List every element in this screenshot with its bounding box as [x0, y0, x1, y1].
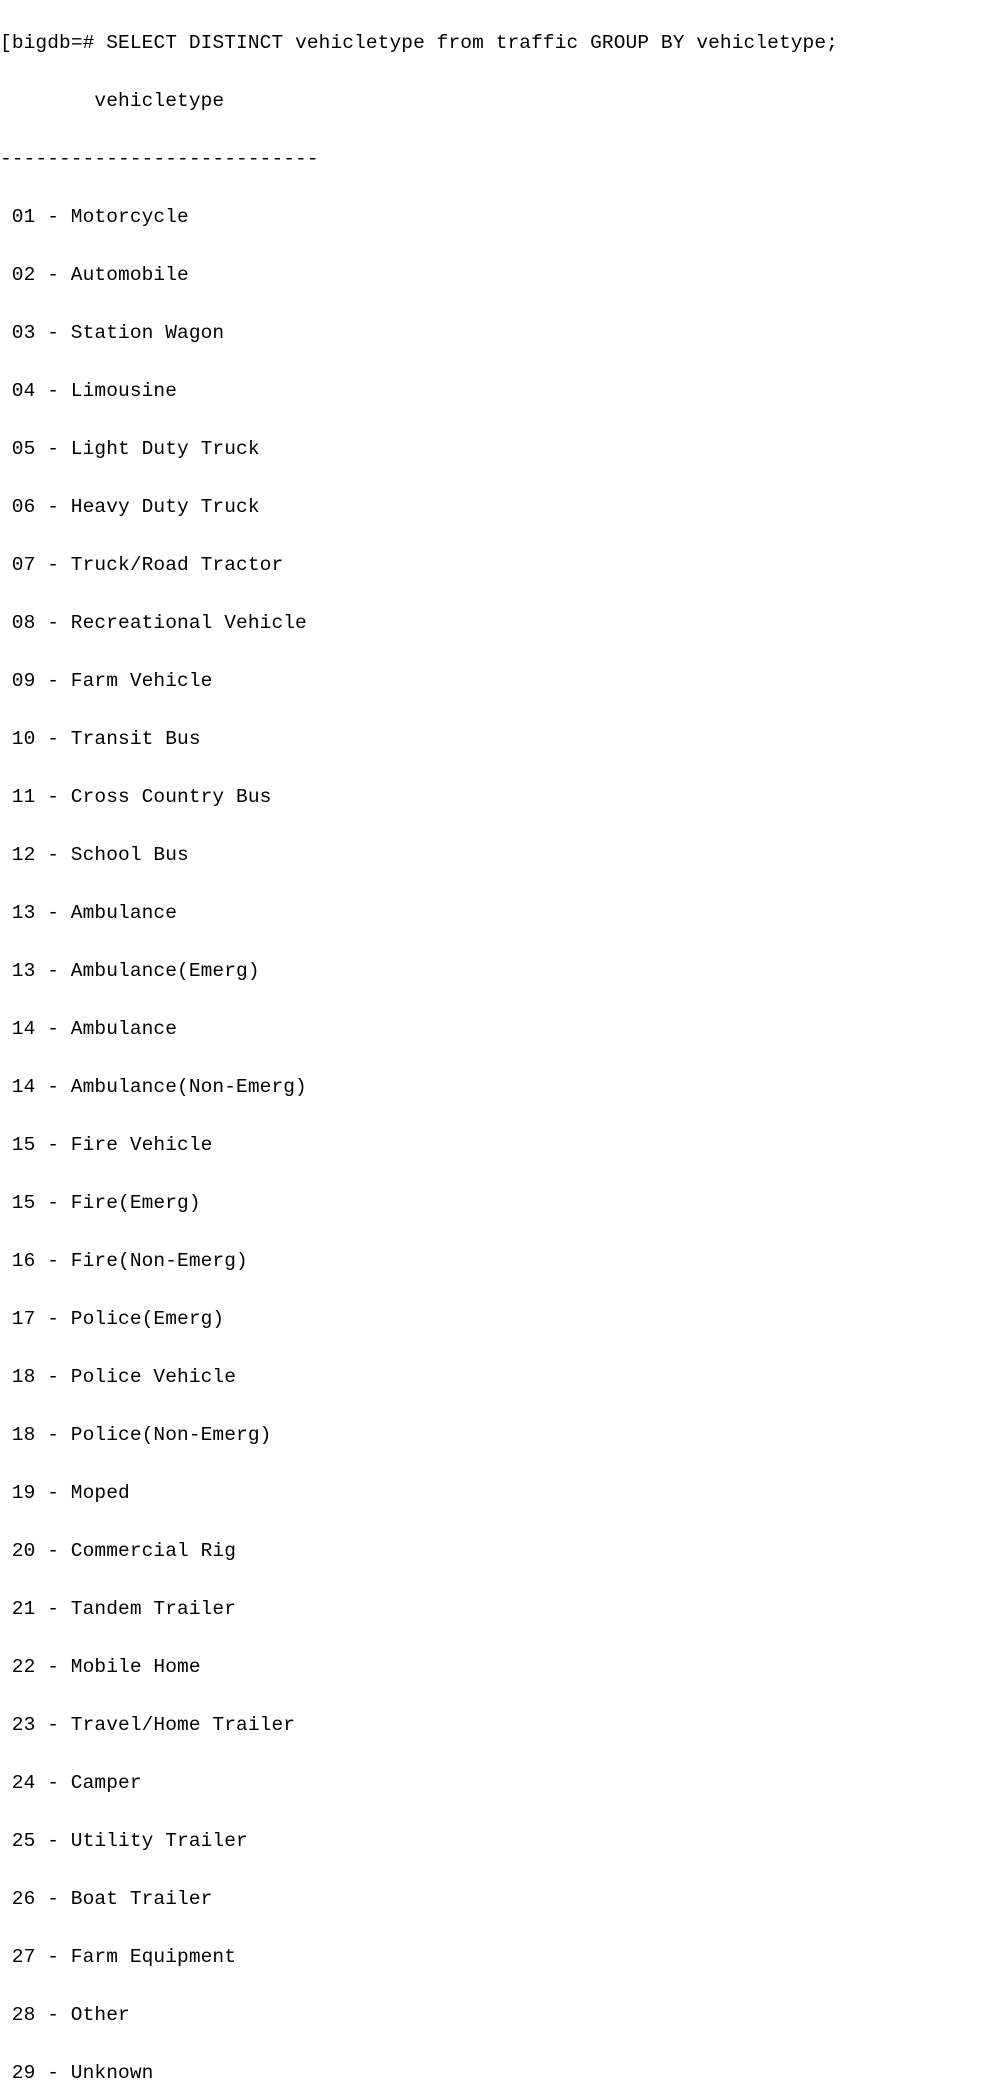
result-row: 02 - Automobile [0, 261, 992, 290]
result-row: 04 - Limousine [0, 377, 992, 406]
result-row: 25 - Utility Trailer [0, 1827, 992, 1856]
result-row: 13 - Ambulance [0, 899, 992, 928]
result-separator: --------------------------- [0, 145, 992, 174]
prompt-bracket: [ [0, 32, 12, 54]
result-row: 08 - Recreational Vehicle [0, 609, 992, 638]
result-row: 29 - Unknown [0, 2059, 992, 2088]
result-row: 05 - Light Duty Truck [0, 435, 992, 464]
result-row: 13 - Ambulance(Emerg) [0, 957, 992, 986]
result-row: 18 - Police Vehicle [0, 1363, 992, 1392]
result-row: 27 - Farm Equipment [0, 1943, 992, 1972]
result-row: 18 - Police(Non-Emerg) [0, 1421, 992, 1450]
result-row: 09 - Farm Vehicle [0, 667, 992, 696]
result-row: 24 - Camper [0, 1769, 992, 1798]
result-row: 01 - Motorcycle [0, 203, 992, 232]
result-row: 20 - Commercial Rig [0, 1537, 992, 1566]
prompt-line[interactable]: [bigdb=# SELECT DISTINCT vehicletype fro… [0, 29, 992, 58]
result-row: 17 - Police(Emerg) [0, 1305, 992, 1334]
result-column-header: vehicletype [0, 87, 992, 116]
result-row: 12 - School Bus [0, 841, 992, 870]
result-row: 11 - Cross Country Bus [0, 783, 992, 812]
result-row: 19 - Moped [0, 1479, 992, 1508]
result-row: 14 - Ambulance [0, 1015, 992, 1044]
result-row: 14 - Ambulance(Non-Emerg) [0, 1073, 992, 1102]
sql-query: SELECT DISTINCT vehicletype from traffic… [106, 32, 838, 54]
result-row: 16 - Fire(Non-Emerg) [0, 1247, 992, 1276]
result-row: 15 - Fire Vehicle [0, 1131, 992, 1160]
result-row: 22 - Mobile Home [0, 1653, 992, 1682]
prompt-text: bigdb=# [12, 32, 106, 54]
terminal-output: [bigdb=# SELECT DISTINCT vehicletype fro… [0, 0, 992, 2096]
result-row: 10 - Transit Bus [0, 725, 992, 754]
result-row: 21 - Tandem Trailer [0, 1595, 992, 1624]
result-row: 15 - Fire(Emerg) [0, 1189, 992, 1218]
result-row: 07 - Truck/Road Tractor [0, 551, 992, 580]
result-row: 23 - Travel/Home Trailer [0, 1711, 992, 1740]
result-row: 03 - Station Wagon [0, 319, 992, 348]
result-row: 28 - Other [0, 2001, 992, 2030]
result-row: 26 - Boat Trailer [0, 1885, 992, 1914]
result-row: 06 - Heavy Duty Truck [0, 493, 992, 522]
